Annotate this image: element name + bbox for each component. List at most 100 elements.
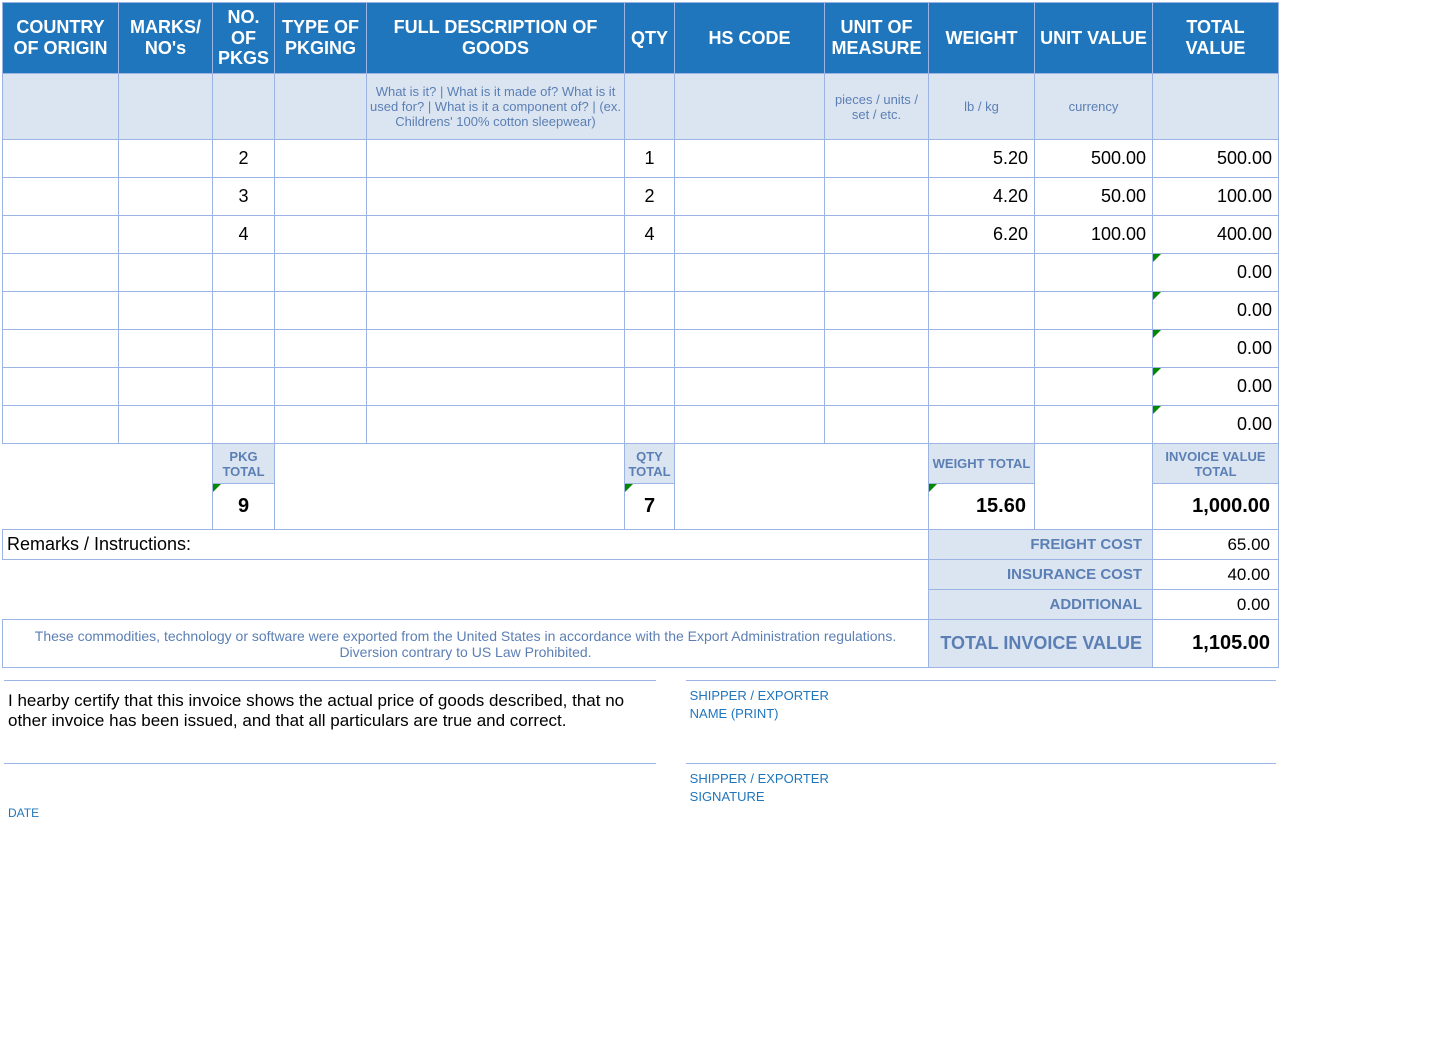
- cell[interactable]: [119, 178, 213, 216]
- date-box[interactable]: DATE: [4, 763, 656, 826]
- cell[interactable]: [825, 368, 929, 406]
- cell[interactable]: [675, 368, 825, 406]
- cell[interactable]: 100.00: [1153, 178, 1279, 216]
- cell[interactable]: [119, 216, 213, 254]
- cell[interactable]: [367, 406, 625, 444]
- cell[interactable]: [825, 406, 929, 444]
- signer-name-box[interactable]: SHIPPER / EXPORTER NAME (PRINT): [686, 680, 1276, 751]
- cell[interactable]: [3, 292, 119, 330]
- cell[interactable]: [119, 140, 213, 178]
- cell[interactable]: [675, 178, 825, 216]
- cell[interactable]: 0.00: [1153, 406, 1279, 444]
- cell[interactable]: [275, 292, 367, 330]
- cell[interactable]: 2: [213, 140, 275, 178]
- cell[interactable]: 100.00: [1035, 216, 1153, 254]
- cell[interactable]: [275, 178, 367, 216]
- col-header: WEIGHT: [929, 3, 1035, 74]
- cell[interactable]: [367, 178, 625, 216]
- cell[interactable]: [367, 330, 625, 368]
- cell[interactable]: [3, 330, 119, 368]
- cell[interactable]: [825, 178, 929, 216]
- cell[interactable]: [367, 368, 625, 406]
- cell[interactable]: [675, 216, 825, 254]
- cell[interactable]: 50.00: [1035, 178, 1153, 216]
- cell[interactable]: [367, 140, 625, 178]
- col-header: UNIT VALUE: [1035, 3, 1153, 74]
- cell[interactable]: [825, 330, 929, 368]
- cell[interactable]: [675, 292, 825, 330]
- cell[interactable]: [825, 292, 929, 330]
- cell[interactable]: 0.00: [1153, 330, 1279, 368]
- cell[interactable]: [625, 292, 675, 330]
- cell[interactable]: [367, 254, 625, 292]
- cell[interactable]: [213, 330, 275, 368]
- cell[interactable]: [119, 330, 213, 368]
- cell[interactable]: [625, 368, 675, 406]
- qty-total-value: 7: [625, 484, 675, 530]
- cell[interactable]: [119, 292, 213, 330]
- cell[interactable]: 4: [213, 216, 275, 254]
- cell[interactable]: [825, 254, 929, 292]
- col-header: UNIT OF MEASURE: [825, 3, 929, 74]
- cell[interactable]: [367, 216, 625, 254]
- cell[interactable]: [3, 140, 119, 178]
- certify-text: I hearby certify that this invoice shows…: [4, 680, 656, 751]
- cell[interactable]: [275, 140, 367, 178]
- cell[interactable]: [825, 140, 929, 178]
- cell[interactable]: [367, 292, 625, 330]
- cell[interactable]: [675, 254, 825, 292]
- cell[interactable]: 400.00: [1153, 216, 1279, 254]
- signature-box[interactable]: SHIPPER / EXPORTER SIGNATURE: [686, 763, 1276, 826]
- cell[interactable]: [119, 254, 213, 292]
- cell[interactable]: [1035, 292, 1153, 330]
- cell[interactable]: 500.00: [1153, 140, 1279, 178]
- cell[interactable]: 4.20: [929, 178, 1035, 216]
- cell[interactable]: [675, 406, 825, 444]
- cell[interactable]: [3, 254, 119, 292]
- pkg-total-label: PKG TOTAL: [213, 444, 275, 484]
- cell[interactable]: [275, 254, 367, 292]
- cell[interactable]: [825, 216, 929, 254]
- cell[interactable]: [675, 330, 825, 368]
- cell[interactable]: [213, 368, 275, 406]
- insurance-value: 40.00: [1153, 560, 1279, 590]
- cell[interactable]: [3, 178, 119, 216]
- cell[interactable]: 0.00: [1153, 292, 1279, 330]
- cell[interactable]: [3, 368, 119, 406]
- cell[interactable]: [625, 406, 675, 444]
- cell[interactable]: [1035, 368, 1153, 406]
- cell[interactable]: 1: [625, 140, 675, 178]
- cell[interactable]: [275, 368, 367, 406]
- cell[interactable]: [675, 140, 825, 178]
- cell[interactable]: 500.00: [1035, 140, 1153, 178]
- cell[interactable]: 6.20: [929, 216, 1035, 254]
- cell[interactable]: [929, 292, 1035, 330]
- cell[interactable]: 2: [625, 178, 675, 216]
- cell[interactable]: [929, 330, 1035, 368]
- cell[interactable]: [929, 368, 1035, 406]
- cell[interactable]: [1035, 330, 1153, 368]
- cell[interactable]: [275, 216, 367, 254]
- cell[interactable]: [625, 254, 675, 292]
- col-header: HS CODE: [675, 3, 825, 74]
- cell[interactable]: [275, 330, 367, 368]
- cell[interactable]: [929, 254, 1035, 292]
- cell[interactable]: 0.00: [1153, 254, 1279, 292]
- cell[interactable]: [625, 330, 675, 368]
- cell[interactable]: [3, 406, 119, 444]
- cell[interactable]: 5.20: [929, 140, 1035, 178]
- spacer: [1035, 444, 1153, 530]
- cell[interactable]: [213, 406, 275, 444]
- cell[interactable]: [275, 406, 367, 444]
- cell[interactable]: [213, 254, 275, 292]
- cell[interactable]: [1035, 254, 1153, 292]
- cell[interactable]: [213, 292, 275, 330]
- cell[interactable]: [119, 368, 213, 406]
- cell[interactable]: 3: [213, 178, 275, 216]
- cell[interactable]: [1035, 406, 1153, 444]
- cell[interactable]: [119, 406, 213, 444]
- cell[interactable]: [3, 216, 119, 254]
- cell[interactable]: [929, 406, 1035, 444]
- cell[interactable]: 0.00: [1153, 368, 1279, 406]
- cell[interactable]: 4: [625, 216, 675, 254]
